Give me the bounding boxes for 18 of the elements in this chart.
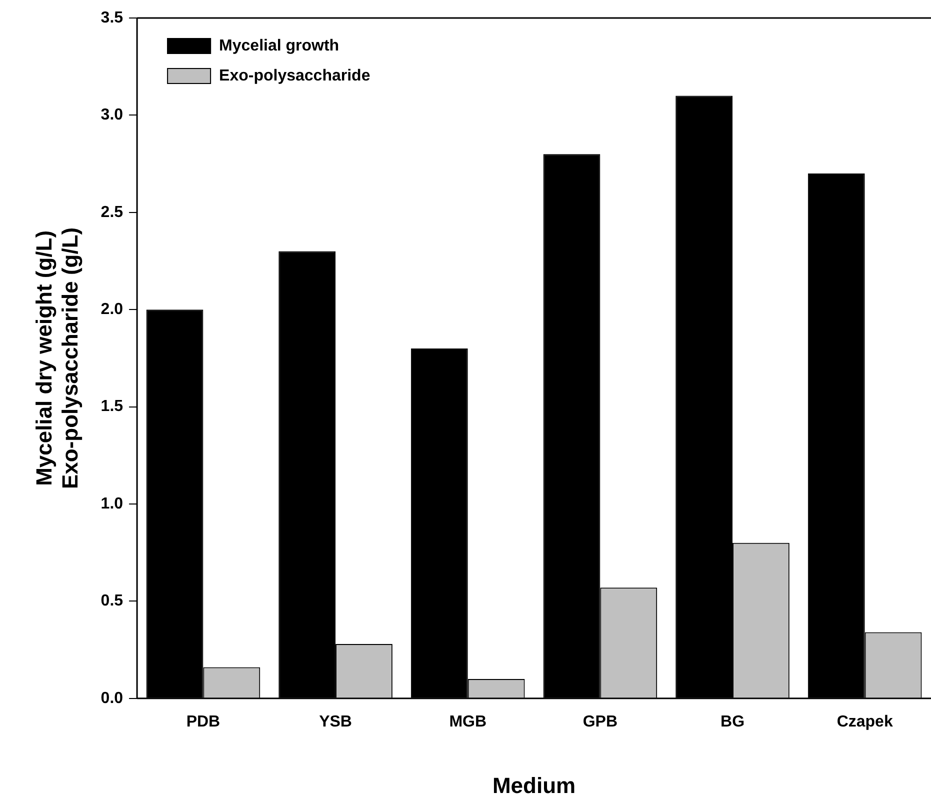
y-tick-label: 0.0 [100,690,124,707]
x-tick-label: YSB [319,713,352,730]
y-tick-label: 1.5 [100,398,124,416]
x-tick-label: GPB [582,713,618,730]
y-tick-label: 2.0 [100,301,124,318]
legend-label: Exo-polysaccharide [219,67,370,84]
y-tick-label: 0.5 [100,592,124,610]
y-tick-label: 3.0 [100,106,124,124]
x-tick-label: BG [720,713,745,730]
x-axis-title: Medium [492,772,576,798]
x-tick-label: MGB [449,713,487,730]
y-tick-label: 1.0 [100,495,124,512]
x-tick-label: Czapek [836,713,893,730]
y-tick-label: 3.5 [100,9,124,26]
y-axis-title: Mycelial dry weight (g/L) Exo-polysaccharide (g/L) [31,227,83,490]
x-tick-label: PDB [186,713,220,730]
y-tick-label: 2.5 [100,204,124,221]
legend-label: Mycelial growth [219,37,340,54]
